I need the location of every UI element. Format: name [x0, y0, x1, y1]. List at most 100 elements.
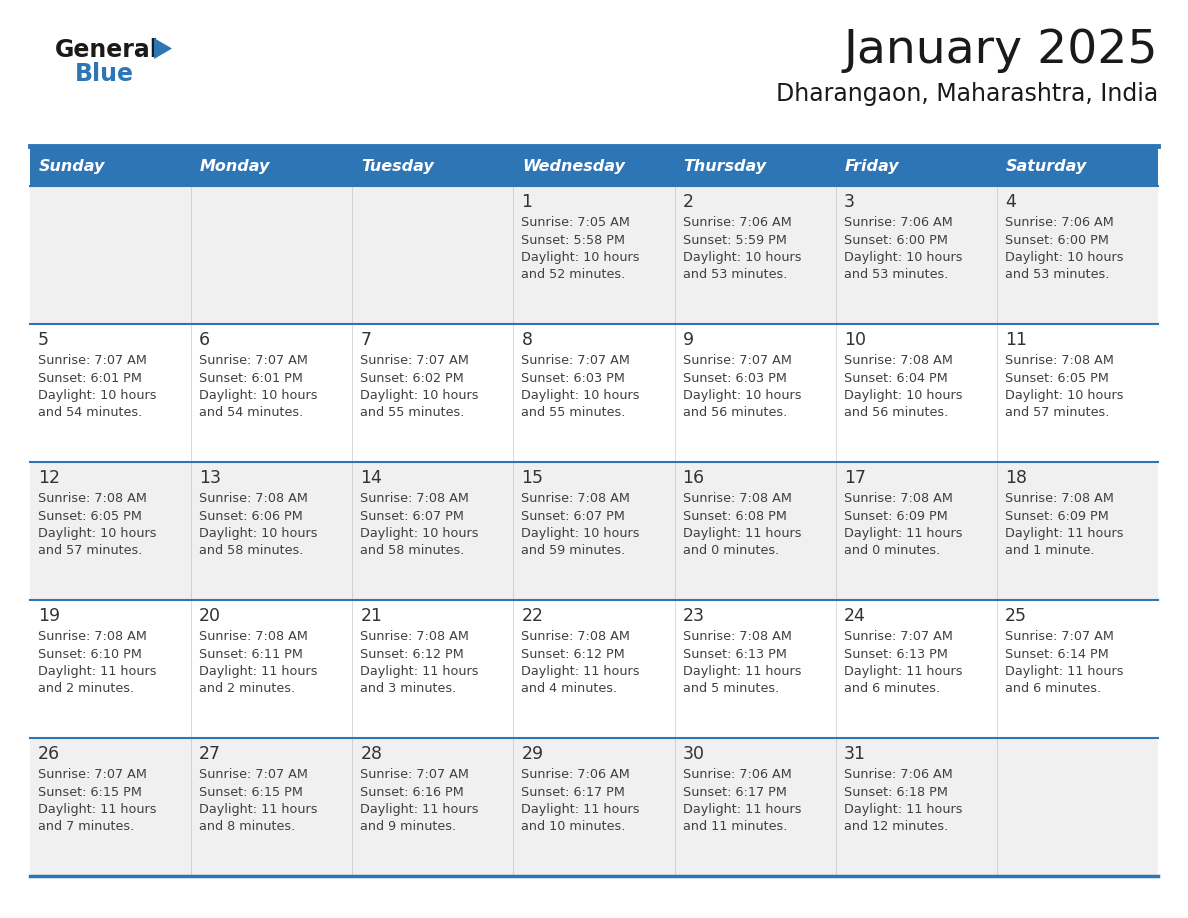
- Text: Daylight: 10 hours: Daylight: 10 hours: [1005, 389, 1124, 402]
- Text: and 4 minutes.: and 4 minutes.: [522, 682, 618, 696]
- Text: and 55 minutes.: and 55 minutes.: [522, 407, 626, 420]
- Text: Sunrise: 7:08 AM: Sunrise: 7:08 AM: [843, 354, 953, 367]
- Text: Daylight: 10 hours: Daylight: 10 hours: [683, 389, 801, 402]
- Text: Sunrise: 7:07 AM: Sunrise: 7:07 AM: [360, 354, 469, 367]
- Text: Sunrise: 7:08 AM: Sunrise: 7:08 AM: [683, 630, 791, 643]
- Text: Wednesday: Wednesday: [523, 160, 625, 174]
- Text: Sunset: 6:18 PM: Sunset: 6:18 PM: [843, 786, 948, 799]
- Text: Daylight: 11 hours: Daylight: 11 hours: [1005, 665, 1124, 678]
- Text: Sunset: 6:15 PM: Sunset: 6:15 PM: [38, 786, 141, 799]
- Text: 11: 11: [1005, 331, 1026, 349]
- Text: 1: 1: [522, 193, 532, 211]
- Text: Sunrise: 7:07 AM: Sunrise: 7:07 AM: [38, 768, 147, 781]
- Text: Daylight: 10 hours: Daylight: 10 hours: [38, 389, 157, 402]
- Text: Dharangaon, Maharashtra, India: Dharangaon, Maharashtra, India: [776, 82, 1158, 106]
- Text: 25: 25: [1005, 607, 1026, 625]
- Text: Sunset: 6:13 PM: Sunset: 6:13 PM: [683, 647, 786, 660]
- Text: Sunrise: 7:08 AM: Sunrise: 7:08 AM: [38, 492, 147, 505]
- Bar: [997, 148, 1158, 186]
- Text: 18: 18: [1005, 469, 1026, 487]
- Text: 29: 29: [522, 745, 544, 763]
- Text: January 2025: January 2025: [843, 28, 1158, 73]
- Bar: [30, 600, 1158, 738]
- Text: Daylight: 10 hours: Daylight: 10 hours: [38, 527, 157, 540]
- Text: Sunset: 6:03 PM: Sunset: 6:03 PM: [522, 372, 625, 385]
- Text: Sunrise: 7:08 AM: Sunrise: 7:08 AM: [1005, 492, 1113, 505]
- Text: Sunset: 6:09 PM: Sunset: 6:09 PM: [1005, 509, 1108, 522]
- Text: and 59 minutes.: and 59 minutes.: [522, 544, 626, 557]
- Text: Sunset: 6:06 PM: Sunset: 6:06 PM: [200, 509, 303, 522]
- Text: and 54 minutes.: and 54 minutes.: [38, 407, 143, 420]
- Text: Sunrise: 7:08 AM: Sunrise: 7:08 AM: [683, 492, 791, 505]
- Text: Daylight: 10 hours: Daylight: 10 hours: [200, 389, 317, 402]
- Text: Sunset: 6:01 PM: Sunset: 6:01 PM: [200, 372, 303, 385]
- Text: Sunset: 6:01 PM: Sunset: 6:01 PM: [38, 372, 141, 385]
- Text: Sunset: 6:10 PM: Sunset: 6:10 PM: [38, 647, 141, 660]
- Text: 15: 15: [522, 469, 543, 487]
- Text: 13: 13: [200, 469, 221, 487]
- Text: and 3 minutes.: and 3 minutes.: [360, 682, 456, 696]
- Text: and 56 minutes.: and 56 minutes.: [683, 407, 786, 420]
- Text: and 0 minutes.: and 0 minutes.: [683, 544, 779, 557]
- Text: Sunset: 6:14 PM: Sunset: 6:14 PM: [1005, 647, 1108, 660]
- Text: and 55 minutes.: and 55 minutes.: [360, 407, 465, 420]
- Text: Sunset: 6:12 PM: Sunset: 6:12 PM: [360, 647, 465, 660]
- Text: Sunrise: 7:07 AM: Sunrise: 7:07 AM: [1005, 630, 1113, 643]
- Bar: [353, 148, 513, 186]
- Text: Daylight: 11 hours: Daylight: 11 hours: [522, 803, 640, 816]
- Text: and 2 minutes.: and 2 minutes.: [38, 682, 134, 696]
- Text: and 57 minutes.: and 57 minutes.: [1005, 407, 1110, 420]
- Text: and 53 minutes.: and 53 minutes.: [1005, 268, 1110, 282]
- Text: Sunset: 6:02 PM: Sunset: 6:02 PM: [360, 372, 465, 385]
- Text: Daylight: 11 hours: Daylight: 11 hours: [683, 803, 801, 816]
- Text: Daylight: 11 hours: Daylight: 11 hours: [38, 803, 157, 816]
- Text: Sunrise: 7:06 AM: Sunrise: 7:06 AM: [843, 216, 953, 229]
- Text: and 58 minutes.: and 58 minutes.: [360, 544, 465, 557]
- Text: Daylight: 11 hours: Daylight: 11 hours: [360, 665, 479, 678]
- Text: and 54 minutes.: and 54 minutes.: [200, 407, 303, 420]
- Text: Daylight: 11 hours: Daylight: 11 hours: [843, 527, 962, 540]
- Text: Sunset: 6:05 PM: Sunset: 6:05 PM: [38, 509, 141, 522]
- Text: Sunset: 5:59 PM: Sunset: 5:59 PM: [683, 233, 786, 247]
- Text: Sunrise: 7:08 AM: Sunrise: 7:08 AM: [200, 492, 308, 505]
- Text: and 12 minutes.: and 12 minutes.: [843, 821, 948, 834]
- Text: Daylight: 10 hours: Daylight: 10 hours: [522, 527, 640, 540]
- Text: Sunrise: 7:08 AM: Sunrise: 7:08 AM: [522, 630, 631, 643]
- Text: Sunrise: 7:06 AM: Sunrise: 7:06 AM: [522, 768, 630, 781]
- Text: and 5 minutes.: and 5 minutes.: [683, 682, 779, 696]
- Bar: [675, 148, 835, 186]
- Text: Sunrise: 7:06 AM: Sunrise: 7:06 AM: [683, 768, 791, 781]
- Polygon shape: [154, 38, 172, 59]
- Text: Sunrise: 7:05 AM: Sunrise: 7:05 AM: [522, 216, 631, 229]
- Text: Sunrise: 7:08 AM: Sunrise: 7:08 AM: [38, 630, 147, 643]
- Text: and 8 minutes.: and 8 minutes.: [200, 821, 296, 834]
- Text: Daylight: 11 hours: Daylight: 11 hours: [843, 803, 962, 816]
- Text: Daylight: 11 hours: Daylight: 11 hours: [200, 665, 317, 678]
- Text: and 2 minutes.: and 2 minutes.: [200, 682, 296, 696]
- Text: Sunrise: 7:07 AM: Sunrise: 7:07 AM: [683, 354, 791, 367]
- Text: Daylight: 10 hours: Daylight: 10 hours: [843, 251, 962, 264]
- Text: 12: 12: [38, 469, 61, 487]
- Text: and 57 minutes.: and 57 minutes.: [38, 544, 143, 557]
- Text: Daylight: 11 hours: Daylight: 11 hours: [1005, 527, 1124, 540]
- Text: 19: 19: [38, 607, 61, 625]
- Bar: [30, 186, 1158, 324]
- Text: and 6 minutes.: and 6 minutes.: [1005, 682, 1101, 696]
- Text: Sunset: 6:13 PM: Sunset: 6:13 PM: [843, 647, 948, 660]
- Text: Sunset: 6:05 PM: Sunset: 6:05 PM: [1005, 372, 1108, 385]
- Text: Sunrise: 7:06 AM: Sunrise: 7:06 AM: [1005, 216, 1113, 229]
- Text: Saturday: Saturday: [1006, 160, 1087, 174]
- Text: Sunset: 6:15 PM: Sunset: 6:15 PM: [200, 786, 303, 799]
- Text: Sunrise: 7:08 AM: Sunrise: 7:08 AM: [1005, 354, 1113, 367]
- Text: Sunrise: 7:07 AM: Sunrise: 7:07 AM: [843, 630, 953, 643]
- Text: 8: 8: [522, 331, 532, 349]
- Text: Sunset: 6:17 PM: Sunset: 6:17 PM: [522, 786, 625, 799]
- Text: Friday: Friday: [845, 160, 899, 174]
- Text: Sunset: 6:00 PM: Sunset: 6:00 PM: [1005, 233, 1108, 247]
- Text: Tuesday: Tuesday: [361, 160, 434, 174]
- Text: and 56 minutes.: and 56 minutes.: [843, 407, 948, 420]
- Text: Sunrise: 7:08 AM: Sunrise: 7:08 AM: [522, 492, 631, 505]
- Text: Sunrise: 7:07 AM: Sunrise: 7:07 AM: [38, 354, 147, 367]
- Text: 23: 23: [683, 607, 704, 625]
- Text: Sunrise: 7:08 AM: Sunrise: 7:08 AM: [843, 492, 953, 505]
